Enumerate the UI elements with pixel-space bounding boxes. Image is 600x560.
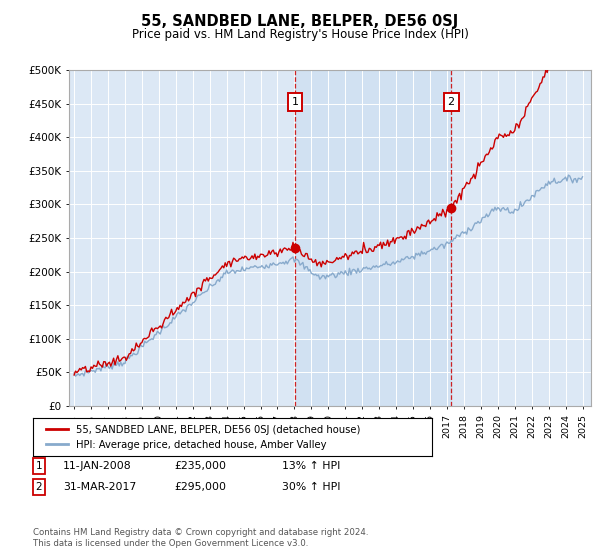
Text: £235,000: £235,000	[174, 461, 226, 471]
Legend: 55, SANDBED LANE, BELPER, DE56 0SJ (detached house), HPI: Average price, detache: 55, SANDBED LANE, BELPER, DE56 0SJ (deta…	[42, 421, 364, 454]
Text: 30% ↑ HPI: 30% ↑ HPI	[282, 482, 341, 492]
Text: 1: 1	[35, 461, 43, 471]
Text: 2: 2	[448, 97, 455, 108]
Text: Contains HM Land Registry data © Crown copyright and database right 2024.
This d: Contains HM Land Registry data © Crown c…	[33, 528, 368, 548]
Bar	[295, 70, 451, 406]
Text: Price paid vs. HM Land Registry's House Price Index (HPI): Price paid vs. HM Land Registry's House …	[131, 28, 469, 41]
Text: £295,000: £295,000	[174, 482, 226, 492]
Text: 2: 2	[35, 482, 43, 492]
Text: 55, SANDBED LANE, BELPER, DE56 0SJ: 55, SANDBED LANE, BELPER, DE56 0SJ	[142, 14, 458, 29]
Text: 13% ↑ HPI: 13% ↑ HPI	[282, 461, 340, 471]
Text: 1: 1	[292, 97, 298, 108]
Text: 11-JAN-2008: 11-JAN-2008	[63, 461, 131, 471]
Text: 31-MAR-2017: 31-MAR-2017	[63, 482, 136, 492]
